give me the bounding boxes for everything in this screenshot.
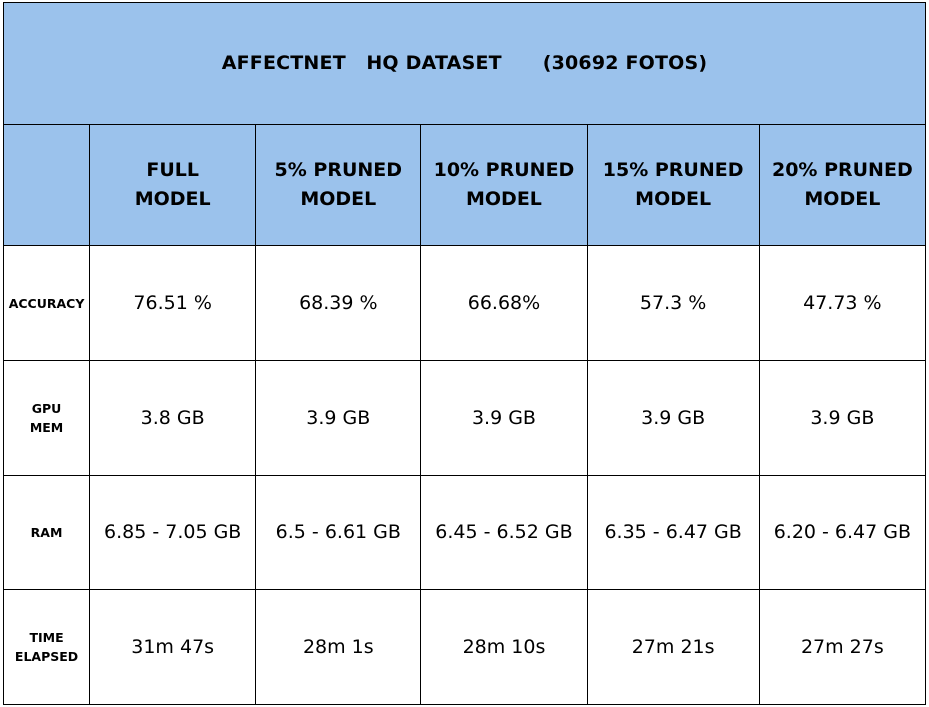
header-label: 5% PRUNED xyxy=(274,159,403,182)
table-title: AFFECTNET HQ DATASET (30692 FOTOS) xyxy=(221,52,708,75)
table-cell: 28m 1s xyxy=(255,589,422,705)
table-row-accuracy: ACCURACY 76.51 % 68.39 % 66.68% 57.3 % 4… xyxy=(2,245,927,362)
table-cell: 57.3 % xyxy=(586,245,760,362)
table-row-gpu-mem: GPU MEM 3.8 GB 3.9 GB 3.9 GB 3.9 GB 3.9 … xyxy=(2,360,927,476)
metric-label: MEM xyxy=(29,419,64,435)
metric-label: RAM xyxy=(30,524,63,540)
table-cell: 27m 21s xyxy=(586,589,760,705)
header-5-pruned: 5% PRUNED MODEL xyxy=(255,123,422,247)
table-cell: 6.35 - 6.47 GB xyxy=(586,474,760,591)
table-cell: 47.73 % xyxy=(758,245,927,362)
table-cell: 3.9 GB xyxy=(586,360,760,476)
metric-label-cell: ACCURACY xyxy=(2,245,91,362)
header-row: FULL MODEL 5% PRUNED MODEL 10% PRUNED MO… xyxy=(2,123,927,247)
header-empty-cell xyxy=(2,123,91,247)
header-label: MODEL xyxy=(134,188,211,211)
table-cell: 76.51 % xyxy=(89,245,257,362)
table-row-ram: RAM 6.85 - 7.05 GB 6.5 - 6.61 GB 6.45 - … xyxy=(2,474,927,591)
metric-label: TIME xyxy=(29,630,64,646)
header-label: 10% PRUNED xyxy=(433,159,575,182)
header-10-pruned: 10% PRUNED MODEL xyxy=(420,123,588,247)
header-label: MODEL xyxy=(300,188,377,211)
metric-label-cell: TIME ELAPSED xyxy=(2,589,91,705)
metric-label: ELAPSED xyxy=(14,649,79,665)
header-label: FULL xyxy=(146,159,199,182)
table-cell: 6.20 - 6.47 GB xyxy=(758,474,927,591)
table-cell: 31m 47s xyxy=(89,589,257,705)
table-cell: 66.68% xyxy=(420,245,588,362)
table-cell: 68.39 % xyxy=(255,245,422,362)
metric-label-cell: GPU MEM xyxy=(2,360,91,476)
table-title-cell: AFFECTNET HQ DATASET (30692 FOTOS) xyxy=(3,2,926,125)
header-label: 15% PRUNED xyxy=(602,159,744,182)
header-label: MODEL xyxy=(635,188,712,211)
header-label: MODEL xyxy=(804,188,881,211)
table-cell: 6.45 - 6.52 GB xyxy=(420,474,588,591)
header-full-model: FULL MODEL xyxy=(89,123,257,247)
table-cell: 3.9 GB xyxy=(255,360,422,476)
table-cell: 27m 27s xyxy=(758,589,927,705)
title-row: AFFECTNET HQ DATASET (30692 FOTOS) xyxy=(3,2,926,125)
table-row-time-elapsed: TIME ELAPSED 31m 47s 28m 1s 28m 10s 27m … xyxy=(2,589,927,705)
table-cell: 6.5 - 6.61 GB xyxy=(255,474,422,591)
table-cell: 3.9 GB xyxy=(758,360,927,476)
header-20-pruned: 20% PRUNED MODEL xyxy=(758,123,927,247)
header-label: MODEL xyxy=(466,188,542,211)
metric-label-cell: RAM xyxy=(2,474,91,591)
metric-label: ACCURACY xyxy=(8,295,85,311)
table-cell: 3.9 GB xyxy=(420,360,588,476)
table-cell: 3.8 GB xyxy=(89,360,257,476)
header-label: 20% PRUNED xyxy=(771,159,913,182)
header-15-pruned: 15% PRUNED MODEL xyxy=(586,123,760,247)
table-cell: 6.85 - 7.05 GB xyxy=(89,474,257,591)
metric-label: GPU xyxy=(31,400,62,416)
table-cell: 28m 10s xyxy=(420,589,588,705)
